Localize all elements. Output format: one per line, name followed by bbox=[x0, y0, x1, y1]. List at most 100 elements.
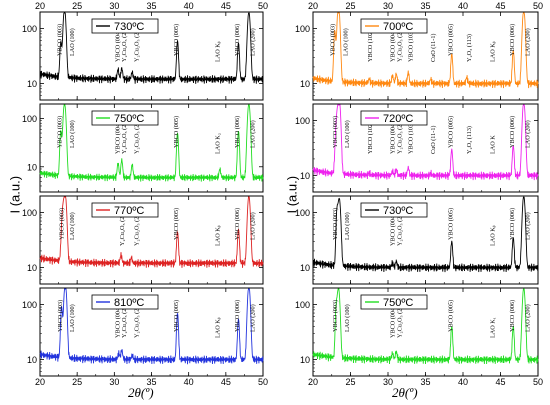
legend-box bbox=[360, 110, 428, 126]
peak-annotation: YBCO (005) bbox=[447, 24, 454, 56]
spectrum-line bbox=[39, 196, 264, 268]
x-tick-label-top: 40 bbox=[184, 1, 194, 11]
peak-annotation: Y₂Cu₂O₅ (204) bbox=[134, 24, 141, 62]
peak-annotation: LAO (200) bbox=[250, 28, 257, 56]
peak-annotation: YBCO (103) bbox=[408, 30, 415, 62]
peak-annotation: LAO K₁ bbox=[489, 317, 496, 338]
legend-label: 810ºC bbox=[114, 297, 144, 309]
y-tick-label: 100 bbox=[295, 116, 310, 126]
peak-annotation: Y₂O₃ (113) bbox=[466, 126, 473, 154]
legend-label: 750ºC bbox=[114, 113, 144, 125]
peak-annotation: YBCO (003) bbox=[59, 208, 66, 240]
x-tick-label: 35 bbox=[420, 377, 430, 387]
peak-annotation: LAO K bbox=[489, 135, 496, 154]
peak-annotation: YBCO (006) bbox=[509, 24, 516, 56]
peak-annotation: YBCO (103) bbox=[408, 122, 415, 154]
x-tick-label: 50 bbox=[258, 377, 268, 387]
peak-annotation: YBCO (004) bbox=[114, 306, 121, 338]
legend-label: 750ºC bbox=[383, 297, 413, 309]
peak-annotation: YBCO (006) bbox=[509, 300, 516, 332]
peak-annotation: YBCO (005) bbox=[173, 116, 180, 148]
peak-annotation: LAO (200) bbox=[525, 28, 532, 56]
peak-annotation: LAO (100) bbox=[344, 304, 351, 332]
legend-label: 700ºC bbox=[383, 21, 413, 33]
y-tick-label: 10 bbox=[300, 263, 310, 273]
y-tick-label: 100 bbox=[22, 114, 37, 124]
peak-annotation: LAO Kᵦ bbox=[489, 41, 496, 62]
peak-annotation: LAO (100) bbox=[69, 28, 76, 56]
y-axis-title-right: I (a.u.) bbox=[284, 175, 300, 214]
x-tick-label-top: 50 bbox=[533, 1, 543, 11]
peak-annotation: LAO K₂ bbox=[215, 133, 222, 154]
peak-annotation: Y₂Cu₂O₅ (211) bbox=[396, 209, 403, 246]
x-tick-label: 45 bbox=[221, 377, 231, 387]
legend-label: 730ºC bbox=[114, 21, 144, 33]
peak-annotation: LAO (100) bbox=[69, 304, 76, 332]
peak-annotation: LAO (200) bbox=[250, 304, 257, 332]
x-tick-label: 20 bbox=[35, 377, 45, 387]
legend-box bbox=[91, 18, 159, 34]
peak-annotation: Y₂Cu₂O₅ (211) bbox=[119, 209, 126, 246]
y-tick-label: 10 bbox=[27, 355, 37, 365]
y-tick-label: 100 bbox=[295, 300, 310, 310]
peak-annotation: YBCO (006) bbox=[234, 24, 241, 56]
peak-annotation: LAO (100) bbox=[69, 212, 76, 240]
peak-annotation: LAO (200) bbox=[525, 120, 532, 148]
peak-annotation: YBCO (005) bbox=[447, 116, 454, 148]
legend-label: 730ºC bbox=[383, 205, 413, 217]
peak-annotation: Y₂Cu₂O₅ (204) bbox=[134, 300, 141, 338]
peak-annotation: YBCO (005) bbox=[447, 208, 454, 240]
y-tick-label: 10 bbox=[300, 79, 310, 89]
x-tick-label-top: 20 bbox=[308, 1, 318, 11]
spectrum-line bbox=[39, 12, 264, 84]
peak-annotation: YBCO (005) bbox=[173, 208, 180, 240]
peak-annotation: LAO (200) bbox=[525, 304, 532, 332]
spectrum-line bbox=[312, 288, 539, 365]
y-tick-label: 100 bbox=[295, 24, 310, 34]
spectrum-line bbox=[312, 12, 539, 89]
peak-annotation: YBCO (004) bbox=[114, 122, 121, 154]
peak-annotation: LAO (200) bbox=[525, 212, 532, 240]
peak-annotation: CuO (11-1) bbox=[430, 126, 437, 154]
peak-annotation: YBCO (006) bbox=[509, 208, 516, 240]
x-tick-label-top: 50 bbox=[258, 1, 268, 11]
peak-annotation: YBCO (004) bbox=[390, 122, 397, 154]
y-tick-label: 10 bbox=[300, 355, 310, 365]
x-tick-label-top: 25 bbox=[72, 1, 82, 11]
legend-box bbox=[91, 202, 159, 218]
peak-annotation: YBCO (006) bbox=[234, 300, 241, 332]
x-tick-label-top: 30 bbox=[109, 1, 119, 11]
peak-annotation: LAO (200) bbox=[250, 212, 257, 240]
peak-annotation: YBCO (102) bbox=[367, 30, 374, 62]
x-axis-title-left: 2θ(º) bbox=[128, 385, 154, 400]
legend-label: 770ºC bbox=[114, 205, 144, 217]
x-tick-label-top: 40 bbox=[458, 1, 468, 11]
peak-annotation: YBCO (006) bbox=[234, 208, 241, 240]
x-tick-label: 25 bbox=[72, 377, 82, 387]
peak-annotation: YBCO (003) bbox=[332, 208, 339, 240]
spectrum-line bbox=[39, 288, 264, 365]
peak-annotation: LAO Kᵦ bbox=[215, 225, 222, 246]
spectrum-line bbox=[312, 104, 539, 181]
peak-annotation: YBCO (102) bbox=[367, 122, 374, 154]
peak-annotation: LAO (100) bbox=[69, 120, 76, 148]
peak-annotation: YBCO (003) bbox=[332, 116, 339, 148]
x-axis-title-right: 2θ(º) bbox=[392, 385, 418, 400]
peak-annotation: YBCO (003) bbox=[330, 24, 337, 56]
x-tick-label: 40 bbox=[184, 377, 194, 387]
peak-annotation: YBCO (003) bbox=[332, 300, 339, 332]
panel-right-3: 10 100 YBCO (003) LAO (100) YBCO (004) Y₂Cu₂O… bbox=[295, 195, 539, 285]
legend-box bbox=[360, 18, 428, 34]
x-tick-label: 45 bbox=[495, 377, 505, 387]
peak-annotation: Y₂Cu₂O₅ (211) bbox=[121, 117, 128, 154]
peak-annotation: LAO (100) bbox=[344, 120, 351, 148]
peak-annotation: YBCO (006) bbox=[509, 116, 516, 148]
x-tick-label: 25 bbox=[345, 377, 355, 387]
x-tick-label: 30 bbox=[109, 377, 119, 387]
panel-right-4: 10 100 YBCO (003) LAO (100) YBCO (004) Y₂Cu₂O… bbox=[295, 287, 539, 377]
peak-annotation: YBCO (004) bbox=[390, 214, 397, 246]
peak-annotation: YBCO (003) bbox=[57, 300, 64, 332]
spectrum-line bbox=[39, 104, 264, 182]
peak-annotation: YBCO (004) bbox=[114, 30, 121, 62]
